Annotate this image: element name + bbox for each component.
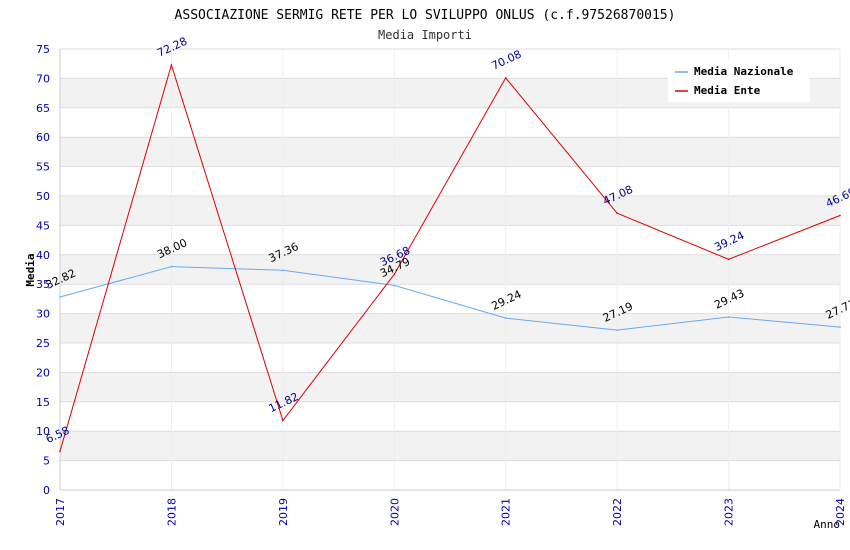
x-tick-labels: 2017 2018 2019 2020 2021 2022 2023 2024 bbox=[54, 498, 847, 526]
legend-ente-label: Media Ente bbox=[694, 84, 761, 97]
data-point bbox=[839, 214, 841, 217]
x-tick-label: 2019 bbox=[277, 498, 290, 526]
series-lines bbox=[59, 63, 841, 453]
data-label: 72.28 bbox=[155, 35, 189, 60]
data-point bbox=[616, 212, 618, 214]
series-ente-line bbox=[59, 63, 841, 452]
y-tick-label: 70 bbox=[36, 72, 50, 85]
band bbox=[60, 313, 840, 343]
data-point bbox=[282, 269, 284, 272]
x-tick-label: 2024 bbox=[834, 498, 847, 526]
band bbox=[60, 137, 840, 167]
y-tick-label: 20 bbox=[36, 366, 50, 379]
y-tick-labels: 0 5 10 15 20 25 30 35 40 45 50 55 60 65 70 75 bbox=[36, 43, 50, 497]
data-label: 70.08 bbox=[489, 48, 523, 73]
legend-box bbox=[668, 60, 810, 102]
y-tick-label: 10 bbox=[36, 425, 50, 438]
data-point bbox=[616, 329, 618, 331]
series-national-line bbox=[59, 266, 841, 331]
data-label: 29.24 bbox=[489, 288, 523, 313]
legend-national-label: Media Nazionale bbox=[694, 65, 794, 78]
band bbox=[60, 431, 840, 461]
x-tick-label: 2018 bbox=[165, 498, 178, 526]
data-point bbox=[727, 316, 730, 318]
y-tick-label: 0 bbox=[43, 484, 50, 497]
y-tick-label: 55 bbox=[36, 161, 50, 174]
background-bands bbox=[60, 78, 840, 461]
data-point bbox=[282, 419, 284, 422]
legend: Media Nazionale Media Ente bbox=[668, 60, 810, 102]
data-point bbox=[59, 296, 61, 298]
data-point bbox=[727, 258, 730, 261]
y-tick-label: 35 bbox=[36, 278, 50, 291]
data-point bbox=[59, 450, 61, 453]
data-label: 27.71 bbox=[824, 297, 850, 322]
y-tick-label: 65 bbox=[36, 102, 50, 115]
data-point bbox=[839, 326, 841, 328]
data-point bbox=[504, 77, 507, 79]
chart-title: ASSOCIAZIONE SERMIG RETE PER LO SVILUPPO… bbox=[175, 8, 676, 23]
y-tick-label: 15 bbox=[36, 396, 50, 409]
band bbox=[60, 254, 840, 285]
data-point bbox=[170, 265, 173, 268]
data-label: 39.24 bbox=[712, 229, 746, 254]
x-tick-label: 2021 bbox=[500, 498, 513, 526]
y-tick-label: 75 bbox=[36, 43, 50, 56]
band bbox=[60, 196, 840, 226]
x-tick-label: 2022 bbox=[611, 498, 624, 526]
y-tick-label: 30 bbox=[36, 308, 50, 321]
chart-subtitle: Media Importi bbox=[378, 28, 472, 42]
data-point bbox=[393, 284, 396, 287]
y-axis-label: Media bbox=[24, 253, 37, 286]
y-tick-label: 45 bbox=[36, 219, 50, 232]
x-axis-label: Anno bbox=[814, 518, 841, 531]
data-label: 46.69 bbox=[824, 185, 850, 210]
x-tick-label: 2023 bbox=[723, 498, 736, 526]
y-tick-label: 25 bbox=[36, 337, 50, 350]
data-point bbox=[504, 317, 507, 319]
x-tick-label: 2017 bbox=[54, 498, 67, 526]
data-point bbox=[393, 273, 396, 276]
band bbox=[60, 372, 840, 402]
y-tick-label: 5 bbox=[43, 455, 50, 468]
data-point bbox=[170, 64, 173, 66]
y-tick-label: 40 bbox=[36, 249, 50, 262]
y-tick-label: 60 bbox=[36, 131, 50, 144]
x-tick-label: 2020 bbox=[388, 498, 401, 526]
data-label: 29.43 bbox=[712, 287, 746, 312]
y-tick-label: 50 bbox=[36, 190, 50, 203]
